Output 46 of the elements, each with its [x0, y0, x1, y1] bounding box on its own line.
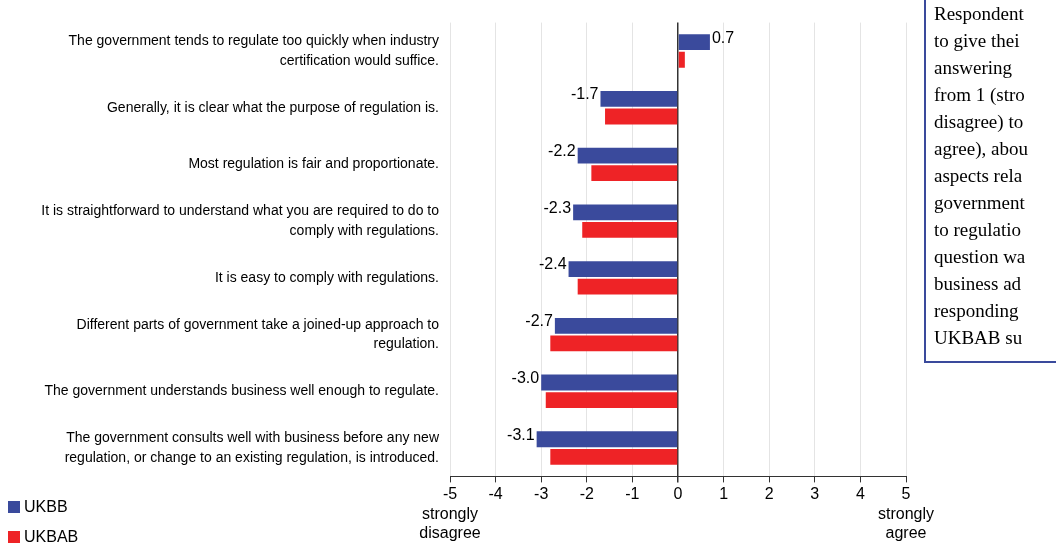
data-label: -2.7 [525, 312, 553, 330]
bar [605, 108, 678, 125]
x-tick-label: 2 [764, 485, 774, 503]
bar [545, 392, 678, 409]
y-tick-label: It is easy to comply with regulations. [214, 268, 439, 285]
bar [577, 278, 678, 295]
x-tick-label: 0 [673, 485, 683, 503]
y-tick-label: Generally, it is clear what the purpose of regulation is. [106, 98, 439, 115]
bar [550, 335, 678, 352]
bar [573, 204, 678, 221]
data-label: -1.7 [570, 85, 599, 103]
data-label: -2.2 [548, 142, 576, 160]
y-tick-label: Different parts of government take a joined-up approach to regulation. [76, 315, 440, 352]
y-tick-label: Most regulation is fair and proportionate. [188, 155, 439, 172]
x-tick-label: 5 strongly agree [877, 485, 935, 541]
x-tick-label: 1 [719, 485, 729, 503]
bar [550, 448, 678, 465]
bar [678, 51, 685, 68]
bar [577, 147, 678, 164]
bar [582, 222, 678, 238]
x-tick-label: -5 strongly disagree [419, 485, 481, 541]
bar [600, 90, 678, 107]
x-tick-label: -2 [579, 485, 595, 503]
x-tick-label: -4 [488, 485, 503, 503]
bar [536, 431, 678, 448]
data-label: -3.1 [507, 425, 535, 443]
x-tick-label: -3 [534, 485, 549, 503]
legend-label: UKBAB [24, 528, 79, 546]
bar [554, 317, 678, 334]
x-tick-label: 4 [855, 485, 865, 503]
bar [591, 165, 678, 182]
text: Respondent to give thei answering from 1 (stro disagree) to agree), abou aspects rela government to regulatio question wa business ad responding UKBAB su [934, 3, 1028, 348]
data-label: 0.7 [711, 28, 735, 46]
bar [541, 374, 678, 391]
legend-label: UKBB [24, 498, 68, 516]
bar [678, 34, 710, 51]
y-tick-label: The government tends to regulate too quickly when industry certification would suffice. [68, 32, 439, 68]
x-tick-label: -1 [625, 485, 640, 503]
y-tick-label: It is straightforward to understand what you are required to do to comply with regulations. [41, 202, 440, 238]
y-tick-label: The government consults well with business before any new regulation, or change to an existing regulation, is introduced. [64, 429, 440, 465]
y-tick-label: The government understands business well enough to regulate. [44, 382, 439, 399]
data-label: -3.0 [511, 368, 540, 386]
x-tick-label: 3 [810, 485, 820, 503]
data-label: -2.4 [538, 255, 567, 273]
bar [568, 261, 678, 277]
data-label: -2.3 [543, 198, 572, 216]
